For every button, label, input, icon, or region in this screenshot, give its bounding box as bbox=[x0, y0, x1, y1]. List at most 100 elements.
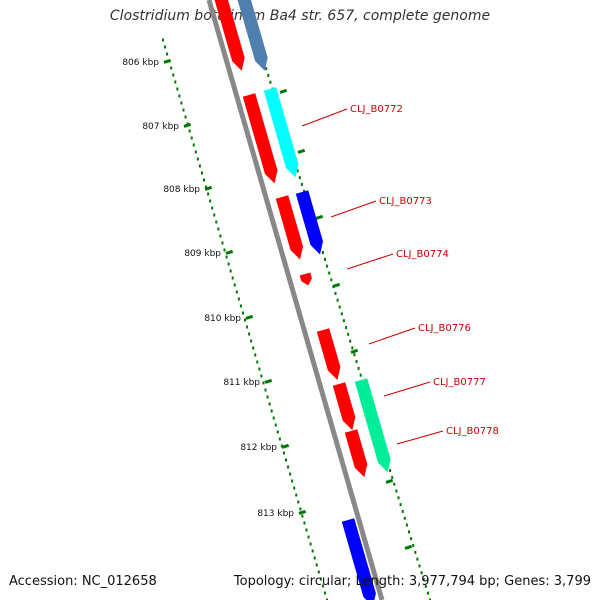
ruler-major-tick bbox=[245, 314, 254, 320]
ruler-dot bbox=[233, 283, 236, 287]
ruler-tick-label: 807 kbp bbox=[142, 122, 179, 132]
track-dot bbox=[408, 530, 410, 534]
ruler-dot bbox=[213, 213, 216, 217]
ruler-dot bbox=[297, 500, 300, 504]
gene-label: CLJ_B0773 bbox=[379, 196, 432, 207]
ruler-dot bbox=[309, 542, 312, 546]
ruler-dot bbox=[205, 185, 208, 189]
ruler-dot bbox=[311, 549, 314, 553]
track-dot bbox=[328, 271, 331, 275]
ruler-dot bbox=[264, 388, 267, 392]
ruler-major-tick bbox=[225, 249, 234, 255]
ruler-dot bbox=[194, 150, 197, 154]
ruler-dot bbox=[287, 465, 290, 469]
feature-green bbox=[354, 378, 391, 473]
ruler-dot bbox=[307, 535, 310, 539]
track-dot bbox=[355, 360, 358, 364]
ruler-tick-label: 809 kbp bbox=[184, 249, 221, 259]
track-dot bbox=[429, 598, 431, 600]
accession-text: Accession: NC_012658 bbox=[9, 574, 157, 589]
ruler-dot bbox=[203, 178, 205, 182]
outer-major-tick bbox=[332, 282, 341, 288]
cds-arrow bbox=[332, 382, 356, 431]
ruler-dot bbox=[221, 241, 224, 245]
track-dot bbox=[265, 67, 268, 71]
genome-title: Clostridium botulinum Ba4 str. 657, comp… bbox=[109, 8, 491, 24]
ruler-major-tick bbox=[264, 378, 273, 384]
feature-layer bbox=[214, 0, 391, 600]
ruler-major-tick bbox=[163, 58, 172, 64]
outer-major-tick bbox=[297, 148, 306, 154]
ruler-dot bbox=[250, 339, 253, 343]
ruler-dot bbox=[241, 311, 244, 315]
track-dot bbox=[296, 169, 299, 173]
outer-major-tick bbox=[385, 478, 394, 484]
ruler-tick-label: 813 kbp bbox=[257, 509, 294, 519]
ruler-dot bbox=[200, 171, 203, 175]
gene-label: CLJ_B0776 bbox=[418, 323, 471, 334]
track-dot bbox=[389, 469, 392, 473]
gene-label: CLJ_B0772 bbox=[350, 104, 403, 115]
ruler-dot bbox=[291, 479, 294, 483]
ruler-dot bbox=[166, 52, 169, 56]
ruler-dot bbox=[256, 360, 259, 364]
ruler-dot bbox=[274, 423, 277, 427]
track-dot bbox=[338, 305, 341, 309]
track-dot bbox=[403, 516, 406, 520]
feature-steelblue bbox=[237, 0, 268, 71]
ruler-dot bbox=[258, 367, 261, 371]
ruler-dot bbox=[252, 346, 255, 350]
ruler-dot bbox=[303, 521, 306, 525]
ruler-dot bbox=[282, 451, 285, 455]
track-dot bbox=[416, 557, 419, 561]
ruler-dot bbox=[219, 234, 222, 238]
cds-arrow bbox=[344, 429, 368, 478]
track-dot bbox=[401, 509, 404, 513]
track-dot bbox=[397, 496, 400, 500]
track-dot bbox=[326, 264, 329, 268]
ruler-dot bbox=[182, 108, 185, 112]
gene-label: CLJ_B0777 bbox=[433, 377, 486, 388]
cds-arrow bbox=[299, 272, 312, 286]
ruler-dot bbox=[162, 38, 164, 42]
ruler-dot bbox=[285, 458, 287, 462]
ruler-dot bbox=[278, 437, 281, 441]
track-dot bbox=[321, 251, 324, 255]
ruler-dot bbox=[188, 129, 191, 133]
ruler-dot bbox=[180, 101, 183, 105]
ruler-dot bbox=[246, 325, 249, 329]
track-dot bbox=[334, 291, 337, 295]
outer-major-tick bbox=[350, 348, 359, 354]
ruler-dot bbox=[323, 591, 326, 595]
track-dot bbox=[345, 326, 347, 329]
genome-backbone bbox=[206, 0, 385, 600]
genome-summary: Topology: circular; Length: 3,977,794 bp… bbox=[233, 574, 591, 589]
ruler-dot bbox=[299, 507, 302, 511]
ruler-dot bbox=[301, 514, 304, 518]
track-dot bbox=[303, 189, 305, 193]
ruler-dot bbox=[209, 199, 212, 203]
ruler-dot bbox=[260, 374, 263, 378]
ruler-dot bbox=[170, 66, 173, 70]
track-dot bbox=[391, 475, 394, 479]
ruler-dot bbox=[319, 577, 322, 581]
ruler-dot bbox=[184, 115, 187, 119]
track-dot bbox=[330, 278, 333, 282]
outer-major-tick bbox=[315, 214, 324, 220]
ruler-major-tick bbox=[204, 185, 213, 191]
ruler-dot bbox=[305, 528, 308, 532]
gene-label: CLJ_B0778 bbox=[446, 426, 499, 437]
ruler-dot bbox=[207, 192, 210, 196]
ruler-dot bbox=[227, 262, 230, 266]
ruler-dot bbox=[217, 227, 220, 231]
ruler-tick-label: 806 kbp bbox=[122, 58, 159, 68]
track-dot bbox=[269, 80, 272, 84]
ruler-dot bbox=[254, 353, 257, 357]
track-dot bbox=[349, 339, 352, 343]
ruler-dot bbox=[174, 80, 177, 84]
ruler-dot bbox=[223, 248, 226, 252]
outer-major-tick bbox=[279, 88, 288, 94]
ruler-dot bbox=[198, 164, 201, 168]
ruler-dot bbox=[317, 570, 320, 574]
track-dot bbox=[298, 176, 301, 180]
